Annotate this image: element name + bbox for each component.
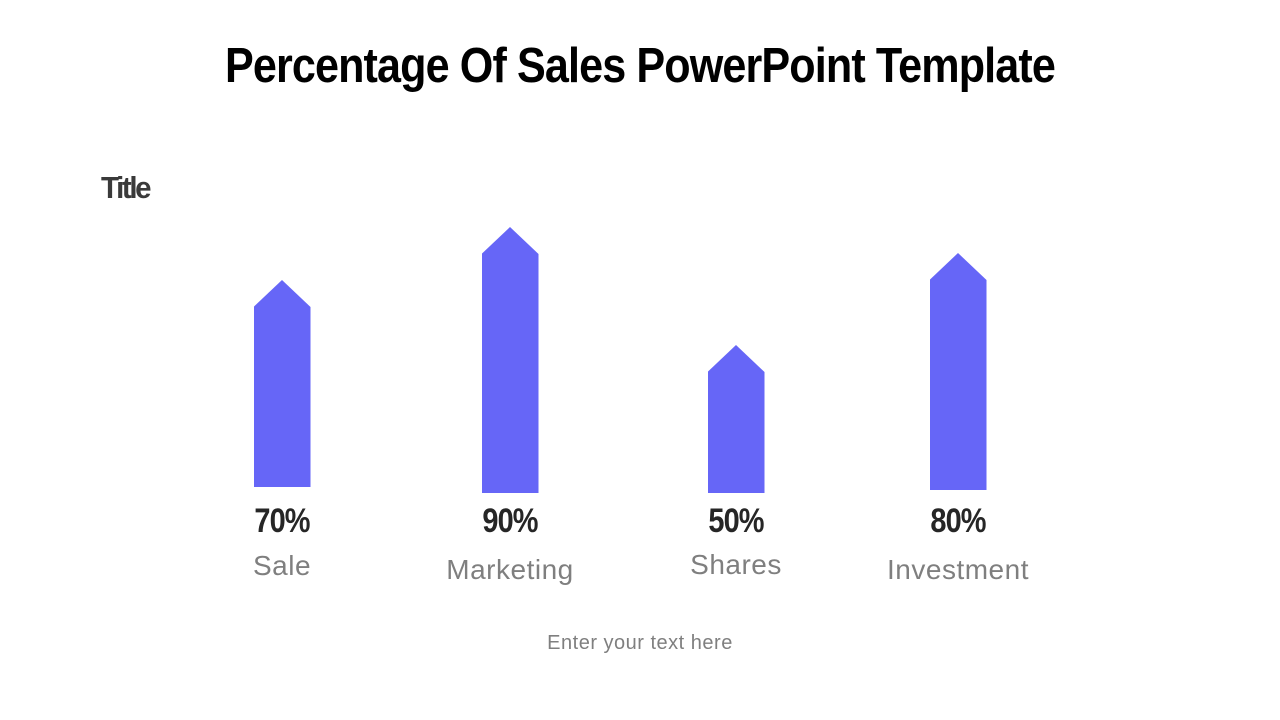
slide-title[interactable]: Percentage Of Sales PowerPoint Template	[225, 39, 1056, 93]
bar-category-label-marketing[interactable]: Marketing	[446, 554, 574, 585]
section-title-label[interactable]: Title	[101, 170, 151, 205]
text-placeholder[interactable]: Enter your text here	[547, 632, 733, 654]
bar-category-label-investment[interactable]: Investment	[887, 554, 1029, 585]
bar-arrow-sale[interactable]	[253, 280, 311, 487]
bar-arrow-investment[interactable]	[929, 253, 987, 490]
bar-category-label-shares[interactable]: Shares	[690, 549, 782, 580]
bar-arrow-marketing[interactable]	[481, 227, 539, 493]
bar-value-label-shares[interactable]: 50%	[708, 502, 764, 540]
bar-category-label-sale[interactable]: Sale	[252, 550, 312, 581]
bar-value-label-sale[interactable]: 70%	[254, 502, 310, 540]
bar-value-label-marketing[interactable]: 90%	[482, 502, 538, 540]
bar-value-label-investment[interactable]: 80%	[930, 502, 986, 540]
bar-arrow-shares[interactable]	[707, 345, 765, 493]
